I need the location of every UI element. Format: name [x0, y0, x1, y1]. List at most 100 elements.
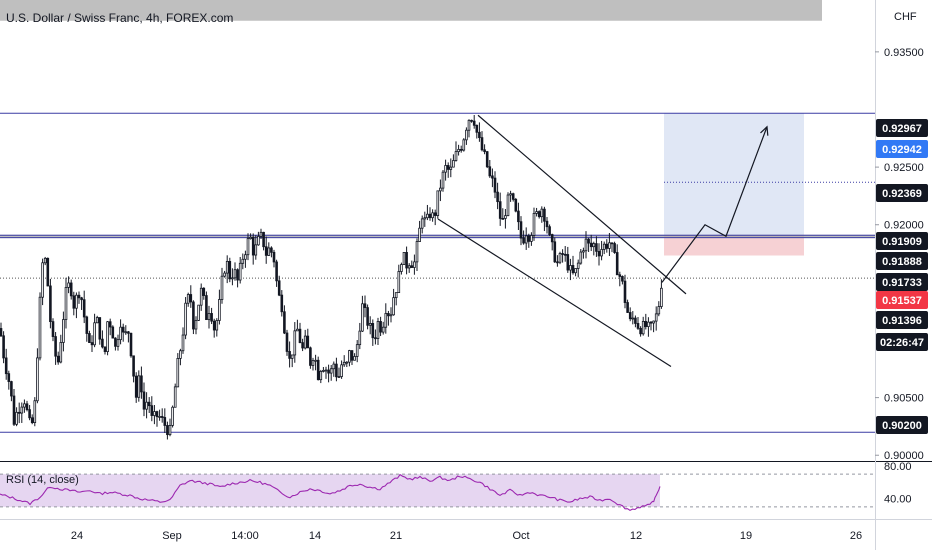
candle-body: [467, 119, 471, 131]
candle-body: [501, 217, 505, 220]
candle-body: [69, 282, 73, 297]
candle-body: [316, 359, 320, 381]
candle-body: [628, 312, 632, 320]
candle-body: [314, 359, 317, 362]
candle-body: [147, 401, 151, 407]
candle-body: [202, 287, 206, 296]
candle-body: [519, 221, 523, 239]
price-tag: [876, 119, 928, 137]
candle-body: [537, 211, 541, 218]
candle-body: [641, 321, 645, 335]
price-tag: [876, 232, 928, 250]
candle-body: [88, 333, 91, 343]
candle-body: [285, 332, 289, 352]
loss-zone[interactable]: [664, 235, 804, 256]
candle-body: [389, 314, 393, 317]
projected-path[interactable]: [661, 126, 768, 283]
candle-body: [72, 295, 76, 309]
price-tick-label: 0.90000: [884, 450, 924, 462]
candle-body: [168, 425, 172, 436]
candle-body: [423, 217, 427, 220]
candle-body: [426, 213, 429, 219]
candle-body: [527, 235, 531, 242]
rsi-line[interactable]: [0, 473, 661, 511]
candle-body: [602, 243, 606, 250]
candle-body: [49, 285, 52, 323]
candle-body: [353, 356, 356, 361]
candle-body: [116, 339, 120, 347]
candle-body: [145, 401, 148, 410]
candle-body: [59, 342, 63, 363]
channel-lower-line[interactable]: [437, 218, 672, 368]
candle-body: [517, 210, 520, 223]
candle-body: [283, 311, 286, 334]
price-axis[interactable]: 0.93500 0.92500 0.92000 0.90500 0.90000: [875, 47, 924, 462]
candle-body: [194, 319, 198, 330]
price-tag: [876, 184, 928, 202]
candle-body: [556, 261, 559, 264]
channel-upper-line[interactable]: [477, 114, 687, 295]
candle-body: [631, 317, 635, 320]
candle-body: [459, 148, 463, 151]
time-tick-label: 14:00: [231, 530, 259, 542]
candle-body: [119, 326, 122, 341]
candle-body: [184, 302, 187, 336]
candle-body: [340, 364, 343, 377]
candle-body: [303, 335, 307, 349]
candle-body: [246, 238, 250, 256]
candle-body: [472, 120, 476, 126]
candle-body: [493, 177, 497, 193]
candle-body: [615, 252, 619, 276]
levels-layer: [0, 112, 875, 433]
candle-body: [639, 327, 642, 335]
candle-body: [462, 139, 466, 151]
candle-body: [595, 243, 598, 252]
chart-title: U.S. Dollar / Swiss Franc, 4h, FOREX.com: [6, 11, 233, 25]
candle-body: [220, 275, 224, 300]
price-tag-label: 0.91909: [882, 236, 922, 248]
price-tag: [876, 140, 928, 158]
candle-body: [186, 294, 190, 304]
candle-body: [524, 235, 528, 244]
candle-body: [548, 226, 551, 235]
candle-body: [569, 265, 572, 271]
candle-body: [400, 264, 403, 272]
shaded-band[interactable]: [0, 0, 822, 21]
time-axis[interactable]: 24 Sep 14:00 14 21 Oct 12 19 26: [71, 530, 862, 542]
candle-body: [478, 131, 481, 139]
candle-body: [376, 321, 380, 339]
candle-body: [150, 405, 154, 416]
supply-zone[interactable]: [0, 234, 875, 239]
candle-body: [38, 296, 42, 359]
countdown-tag-label: 02:26:47: [880, 337, 924, 349]
price-tag-label: 0.91396: [882, 315, 922, 327]
candle-body: [85, 316, 89, 334]
price-tick-label: 0.90500: [884, 393, 924, 405]
candle-body: [33, 400, 37, 424]
candle-body: [262, 231, 265, 248]
candle-body: [563, 253, 567, 256]
candle-body: [623, 280, 627, 303]
candle-body: [249, 236, 252, 240]
candle-body: [181, 334, 185, 352]
candle-body: [514, 198, 518, 212]
rsi-tick-label: 80.00: [884, 461, 912, 473]
candles-layer: [0, 114, 663, 440]
candle-body: [210, 313, 213, 322]
price-tag: [876, 273, 928, 291]
candle-body: [475, 124, 479, 133]
candle-body: [379, 321, 382, 333]
candle-body: [522, 237, 525, 244]
candle-body: [62, 319, 65, 343]
candle-body: [166, 425, 169, 436]
candle-body: [654, 313, 658, 322]
rsi-indicator-label[interactable]: RSI (14, close): [6, 474, 79, 486]
candle-body: [64, 287, 68, 320]
candle-body: [509, 193, 512, 196]
candle-body: [111, 326, 115, 339]
profit-zone[interactable]: [664, 113, 804, 236]
candle-body: [592, 243, 596, 248]
